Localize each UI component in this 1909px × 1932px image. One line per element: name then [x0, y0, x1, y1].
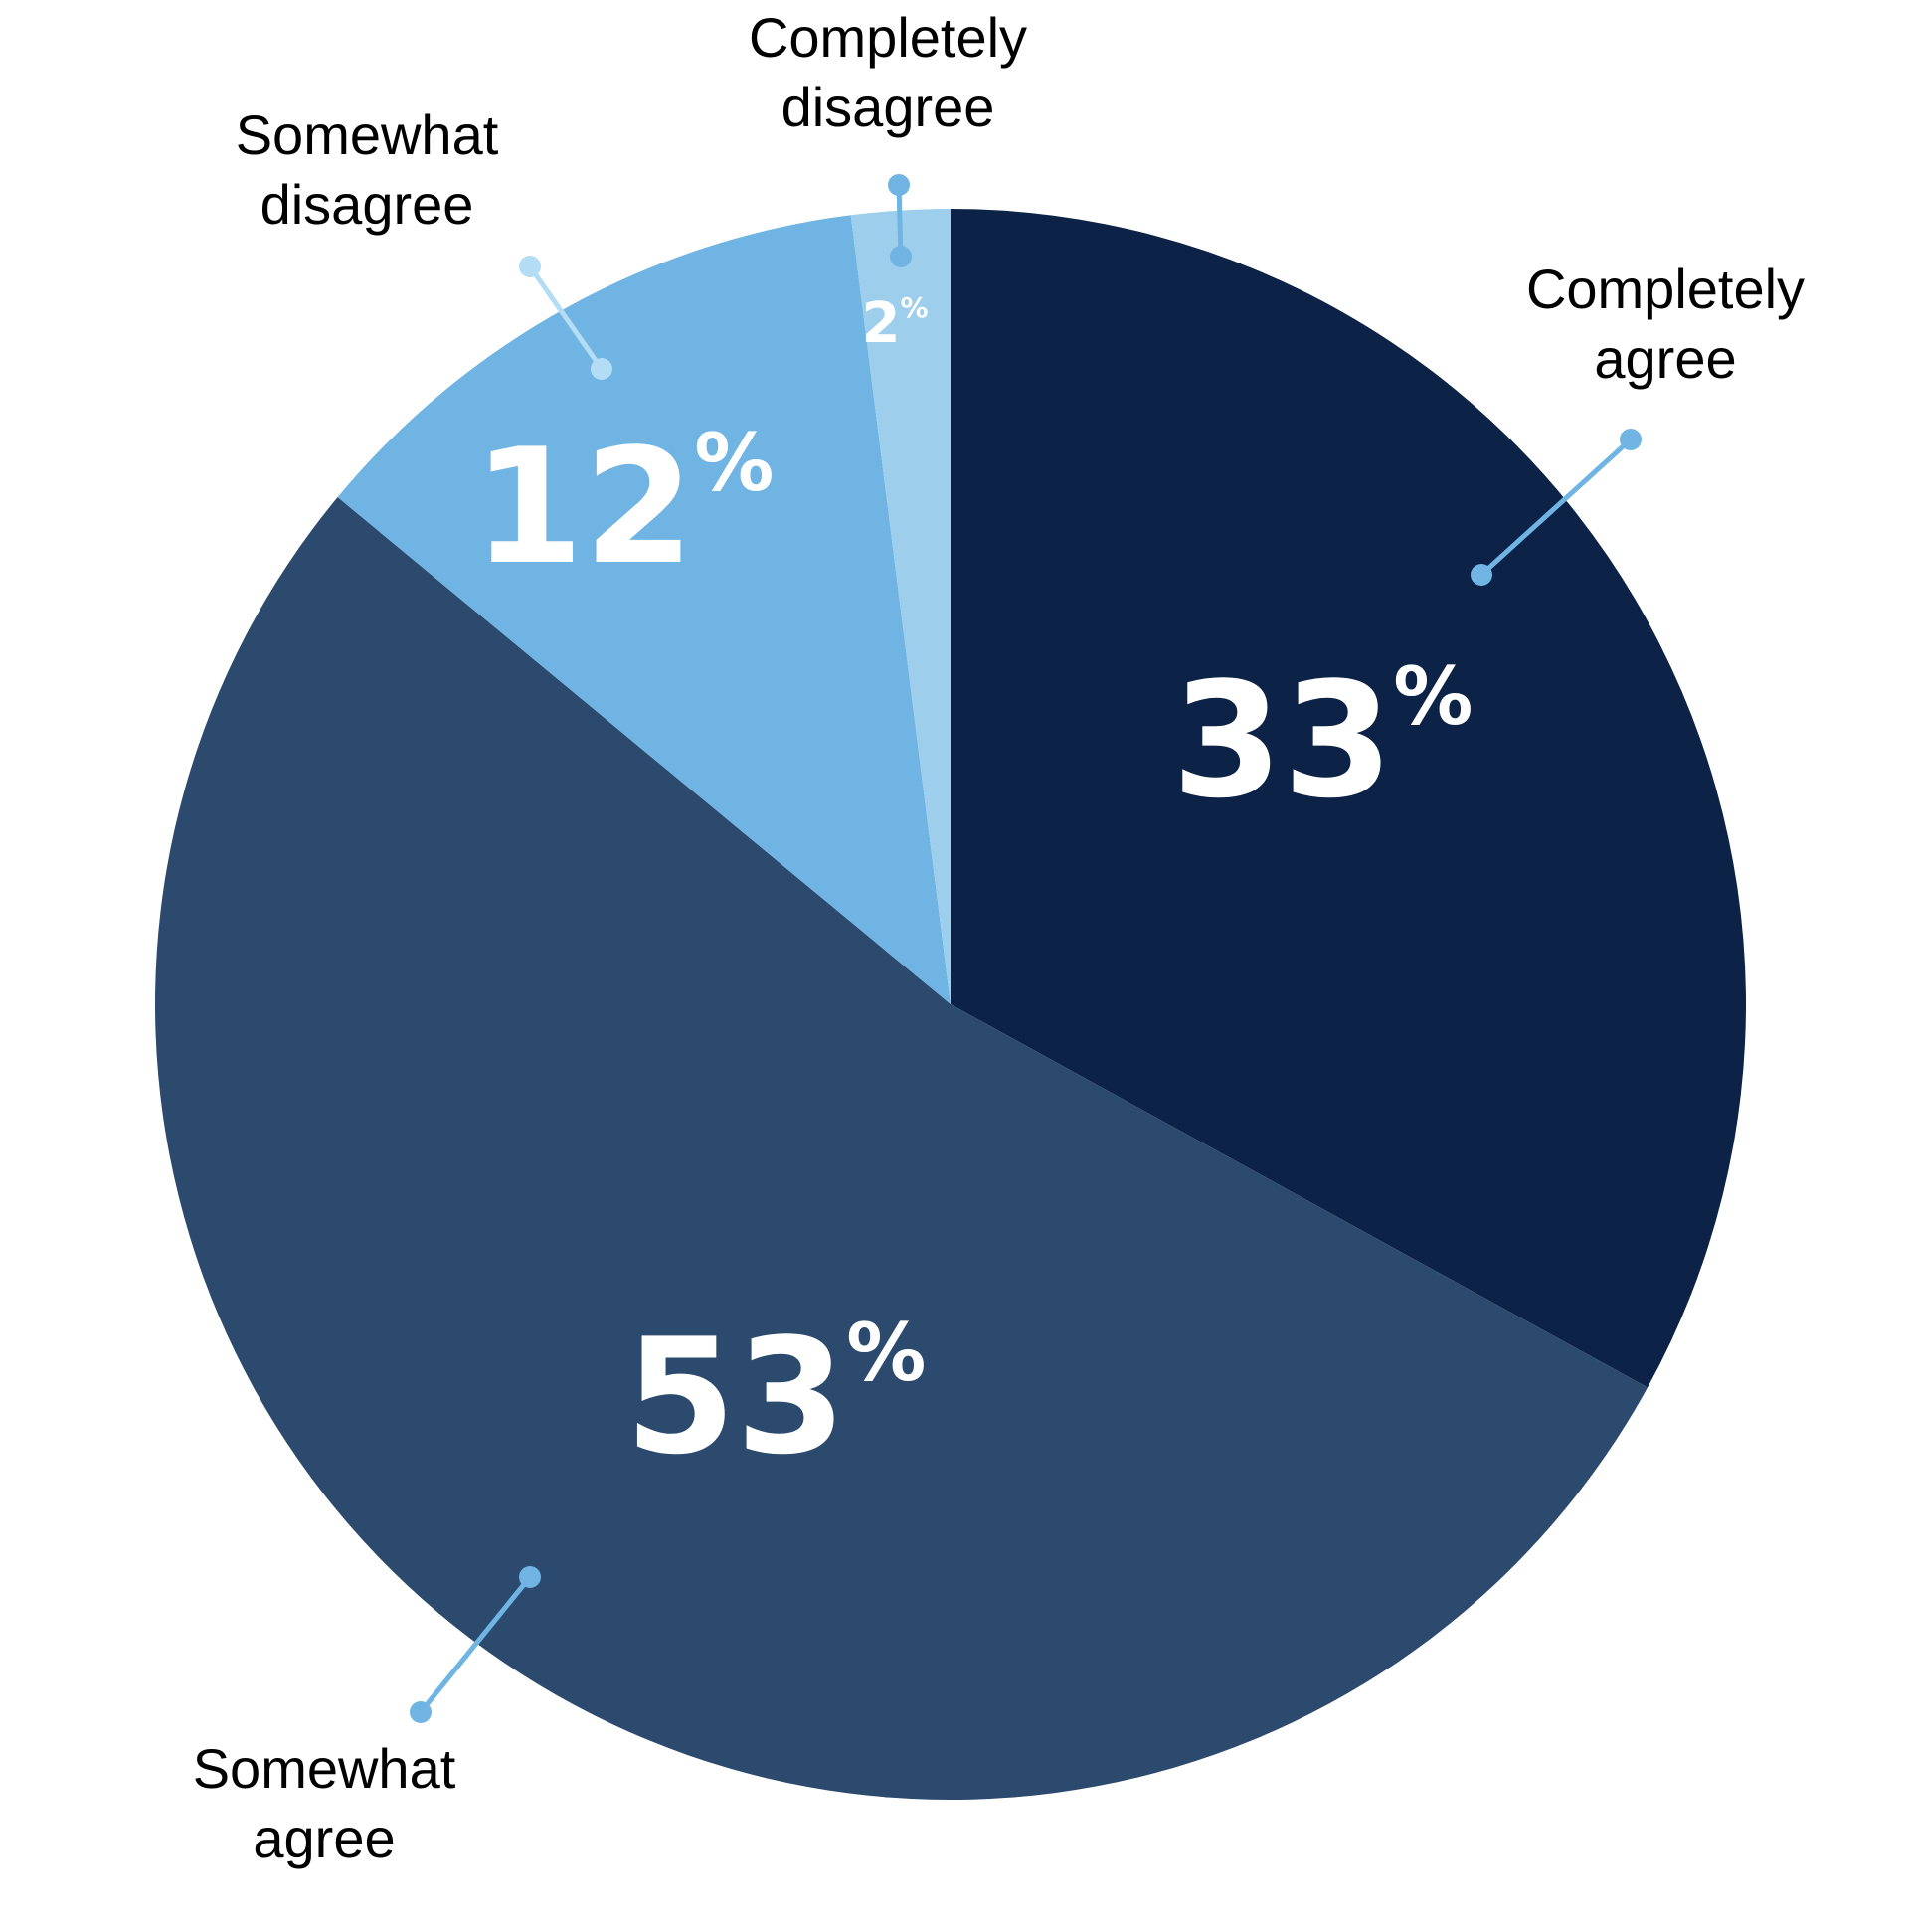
- leader-line-completely-disagree: [896, 184, 904, 258]
- slice-completely-disagree: [850, 209, 951, 1004]
- leader-dot-completely-agree-1: [1471, 564, 1492, 586]
- leader-dot-somewhat-agree-2: [519, 1566, 541, 1588]
- percent-sign: %: [846, 1307, 926, 1399]
- slice-somewhat-agree: [154, 497, 1649, 1801]
- leader-dot-completely-agree-2: [1620, 429, 1642, 450]
- percent-label-completely-agree: 33%: [1172, 647, 1474, 833]
- category-label-line-2: agree: [1594, 327, 1736, 390]
- slices-group: [154, 209, 1746, 1801]
- leader-line-somewhat-disagree: [527, 264, 605, 371]
- category-label-line-2: disagree: [781, 76, 995, 138]
- category-label-line-1: Completely: [749, 6, 1027, 69]
- percent-label-completely-disagree: 2%: [861, 291, 928, 356]
- percent-value: 33: [1172, 647, 1394, 833]
- percent-sign: %: [694, 417, 774, 509]
- slice-somewhat-disagree: [337, 215, 951, 1005]
- category-label-line-1: Somewhat: [236, 103, 499, 166]
- percent-value: 53: [625, 1304, 847, 1490]
- percent-label-somewhat-agree: 53%: [625, 1304, 927, 1490]
- leader-dot-completely-disagree-2: [890, 246, 912, 267]
- category-label-completely-disagree: Completely disagree: [749, 6, 1027, 138]
- category-label-somewhat-disagree: Somewhat disagree: [236, 103, 499, 236]
- percent-value: 12: [473, 414, 695, 600]
- leader-dot-somewhat-agree-1: [410, 1701, 432, 1723]
- slice-completely-agree: [951, 209, 1746, 1388]
- leader-line-somewhat-agree: [419, 1575, 532, 1714]
- category-label-line-2: disagree: [260, 173, 474, 236]
- percent-sign: %: [900, 291, 928, 324]
- category-label-line-1: Completely: [1526, 258, 1805, 320]
- category-label-line-1: Somewhat: [193, 1737, 456, 1800]
- category-label-completely-agree: Completely agree: [1526, 258, 1805, 390]
- labels-group: 33% Completely agree 53% Somewhat agree 12% Som…: [193, 6, 1805, 1869]
- leader-dot-somewhat-disagree-2: [591, 358, 612, 380]
- category-label-somewhat-agree: Somewhat agree: [193, 1737, 456, 1869]
- percent-sign: %: [1393, 650, 1473, 743]
- leader-lines-group: [410, 174, 1642, 1723]
- category-label-line-2: agree: [253, 1807, 395, 1869]
- percent-label-somewhat-disagree: 12%: [473, 414, 775, 600]
- percent-value: 2: [861, 291, 900, 356]
- leader-line-completely-agree: [1479, 438, 1633, 577]
- leader-dot-completely-disagree-1: [888, 174, 910, 196]
- leader-dot-somewhat-disagree-1: [519, 256, 541, 277]
